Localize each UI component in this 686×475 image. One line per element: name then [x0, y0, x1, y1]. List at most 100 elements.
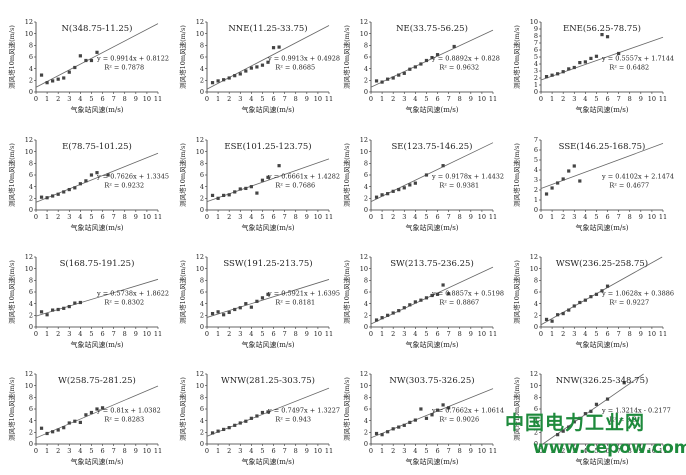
data-point: [561, 311, 565, 316]
x-tick-label: 11: [325, 213, 333, 221]
x-tick-label: 5: [89, 213, 93, 221]
x-tick-label: 8: [294, 95, 298, 103]
y-tick-label: 10: [530, 265, 538, 273]
data-point: [106, 173, 110, 177]
data-point: [441, 403, 445, 407]
data-point: [408, 420, 412, 425]
y-tick-label: 0: [364, 88, 368, 96]
y-tick-label: 8: [364, 394, 368, 402]
x-axis-label: 气象站风速(m/s): [405, 340, 458, 349]
y-tick-label: 0: [29, 323, 33, 331]
y-tick-label: 10: [25, 265, 33, 273]
x-tick-label: 2: [227, 213, 231, 221]
scatter-panel: 0 1 2 3 4 5 6 7 8 9 10 11024681012SE(123.75-146.25)…: [342, 136, 504, 232]
y-tick-label: 0: [534, 206, 538, 214]
x-tick-label: 8: [294, 330, 298, 338]
x-tick-label: 1: [216, 95, 220, 103]
x-tick-label: 2: [391, 330, 395, 338]
x-tick-label: 0: [34, 95, 38, 103]
data-point: [249, 66, 253, 70]
x-tick-label: 9: [639, 447, 643, 455]
y-tick-label: 10: [25, 148, 33, 156]
scatter-panel: 0 1 2 3 4 5 6 7 8 9 10 11024681012NE(33.75-56.25)y …: [342, 18, 500, 114]
x-axis-label: 气象站风速(m/s): [70, 223, 123, 232]
panel-title: ESE(101.25-123.75): [224, 141, 311, 152]
x-tick-label: 6: [271, 330, 275, 338]
y-tick-label: 12: [196, 370, 204, 378]
data-point: [556, 72, 560, 76]
y-tick-label: 9: [534, 25, 538, 33]
trend-line: [370, 388, 494, 439]
data-point: [544, 317, 549, 322]
y-tick-label: 12: [360, 18, 368, 26]
scatter-panel: 0 1 2 3 4 5 6 7 8 9 10 1101234567SSE(146.25-168.75)…: [512, 136, 674, 232]
data-point: [266, 175, 270, 179]
y-tick-label: 0: [29, 206, 33, 214]
y-tick-label: 8: [29, 42, 33, 50]
x-axis-label: 气象站风速(m/s): [405, 223, 458, 232]
x-tick-label: 7: [112, 447, 116, 455]
data-point: [419, 298, 423, 302]
data-point: [51, 194, 55, 198]
x-tick-label: 2: [561, 330, 565, 338]
trend-line: [206, 25, 330, 90]
data-point: [408, 67, 412, 71]
data-point: [210, 431, 215, 435]
y-tick-label: 10: [530, 18, 538, 26]
x-tick-label: 9: [639, 330, 643, 338]
x-tick-label: 6: [605, 213, 609, 221]
x-tick-label: 10: [314, 95, 322, 103]
y-tick-label: 10: [360, 382, 368, 390]
data-point: [244, 302, 248, 306]
data-point: [397, 309, 401, 313]
data-point: [424, 173, 429, 177]
y-tick-label: 10: [25, 382, 33, 390]
x-tick-label: 6: [271, 213, 275, 221]
data-point: [435, 53, 440, 57]
y-tick-label: 10: [25, 30, 33, 38]
data-point: [435, 292, 440, 296]
data-point: [561, 429, 565, 433]
data-point: [447, 406, 451, 410]
data-point: [430, 413, 434, 417]
x-tick-label: 10: [143, 447, 151, 455]
y-tick-label: 0: [200, 206, 204, 214]
x-tick-label: 3: [572, 213, 576, 221]
y-tick-label: 3: [534, 67, 538, 75]
x-axis-label: 气象站风速(m/s): [405, 457, 458, 466]
data-point: [45, 313, 49, 317]
x-tick-label: 3: [67, 447, 71, 455]
x-tick-label: 11: [659, 95, 667, 103]
x-tick-label: 8: [628, 95, 632, 103]
x-tick-label: 9: [134, 447, 138, 455]
x-tick-label: 4: [78, 95, 82, 103]
data-point: [561, 70, 565, 74]
y-tick-label: 7: [534, 39, 538, 47]
x-tick-label: 11: [659, 447, 667, 455]
y-tick-label: 4: [364, 183, 368, 191]
scatter-panel: 0 1 2 3 4 5 6 7 8 9 10 11024681012E(78.75-101.25)y …: [7, 136, 169, 232]
x-tick-label: 7: [617, 95, 621, 103]
x-tick-label: 9: [469, 330, 473, 338]
data-point: [78, 420, 82, 425]
x-tick-label: 9: [305, 330, 309, 338]
x-tick-label: 2: [56, 213, 60, 221]
regression-equation: y = 0.6661x + 1.4282: [267, 173, 340, 181]
y-tick-label: 8: [200, 394, 204, 402]
data-point: [397, 425, 401, 429]
x-tick-label: 5: [424, 330, 428, 338]
x-tick-label: 8: [123, 330, 127, 338]
data-point: [413, 181, 417, 185]
x-tick-label: 4: [78, 213, 82, 221]
regression-equation: y = 0.5738x + 1.8622: [96, 290, 169, 298]
data-point: [255, 65, 259, 69]
x-axis-label: 气象站风速(m/s): [241, 457, 294, 466]
x-tick-label: 5: [594, 213, 598, 221]
x-axis-label: 气象站风速(m/s): [70, 457, 123, 466]
data-point: [567, 169, 571, 173]
x-tick-label: 3: [572, 447, 576, 455]
r-squared-label: R² = 0.9232: [104, 182, 144, 190]
y-tick-label: 2: [534, 186, 538, 194]
r-squared-label: R² = 0.8283: [104, 416, 144, 424]
